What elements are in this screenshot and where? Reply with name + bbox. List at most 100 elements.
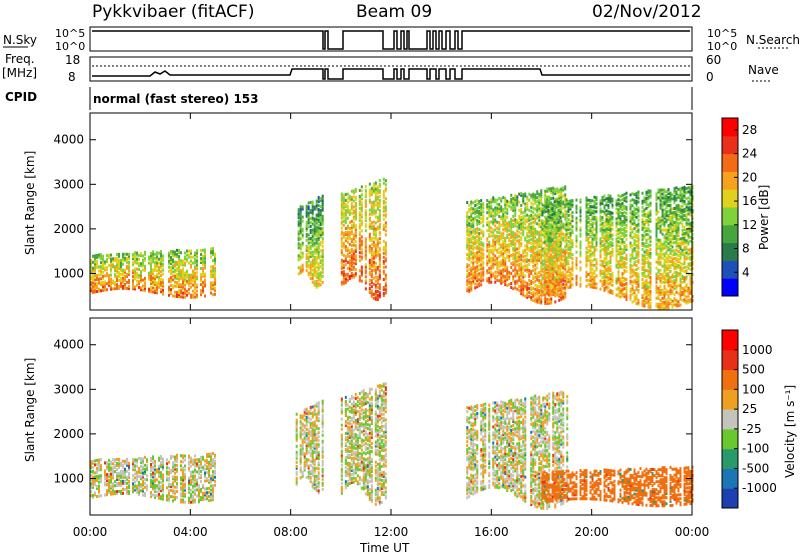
- heatmap-cell: [359, 195, 361, 198]
- heatmap-cell: [375, 187, 377, 190]
- heatmap-cell: [594, 222, 596, 225]
- heatmap-cell: [214, 287, 216, 290]
- heatmap-cell: [512, 197, 514, 200]
- heatmap-cell: [480, 263, 482, 266]
- heatmap-cell: [656, 261, 658, 264]
- heatmap-cell: [530, 194, 532, 197]
- heatmap-cell: [596, 274, 598, 277]
- heatmap-cell: [552, 255, 554, 258]
- heatmap-cell: [341, 259, 343, 262]
- heatmap-cell: [480, 283, 482, 286]
- heatmap-cell: [310, 209, 312, 212]
- heatmap-cell: [104, 266, 106, 269]
- heatmap-cell: [478, 254, 480, 257]
- heatmap-cell: [480, 241, 482, 244]
- heatmap-cell: [142, 258, 144, 261]
- heatmap-cell: [664, 208, 666, 211]
- heatmap-cell: [496, 231, 498, 234]
- heatmap-cell: [616, 288, 618, 291]
- heatmap-cell: [355, 254, 357, 257]
- heatmap-cell: [502, 240, 504, 243]
- heatmap-cell: [126, 253, 128, 256]
- heatmap-cell: [624, 215, 626, 218]
- heatmap-cell: [576, 235, 578, 238]
- heatmap-cell: [306, 221, 308, 224]
- heatmap-cell: [126, 273, 128, 276]
- heatmap-cell: [343, 264, 345, 267]
- heatmap-cell: [162, 269, 164, 272]
- heatmap-cell: [532, 211, 534, 214]
- heatmap-cell: [620, 203, 622, 206]
- heatmap-cell: [526, 218, 528, 221]
- heatmap-cell: [612, 198, 614, 201]
- heatmap-cell: [369, 233, 371, 236]
- heatmap-cell: [379, 241, 381, 244]
- heatmap-cell: [498, 247, 500, 250]
- heatmap-cell: [638, 251, 640, 254]
- heatmap-cell: [550, 248, 552, 251]
- heatmap-cell: [496, 235, 498, 238]
- heatmap-cell: [385, 201, 387, 204]
- heatmap-cell: [200, 289, 202, 292]
- heatmap-cell: [554, 218, 556, 221]
- heatmap-cell: [377, 226, 379, 229]
- heatmap-cell: [379, 247, 381, 250]
- heatmap-cell: [192, 290, 194, 293]
- heatmap-cell: [318, 272, 320, 275]
- heatmap-cell: [624, 283, 626, 286]
- heatmap-cell: [490, 265, 492, 268]
- heatmap-cell: [472, 207, 474, 210]
- heatmap-cell: [516, 252, 518, 255]
- heatmap-cell: [616, 211, 618, 214]
- heatmap-cell: [122, 277, 124, 280]
- heatmap-cell: [314, 218, 316, 221]
- heatmap-cell: [632, 274, 634, 277]
- heatmap-cell: [668, 204, 670, 207]
- heatmap-cell: [532, 265, 534, 268]
- heatmap-cell: [594, 276, 596, 279]
- heatmap-cell: [385, 213, 387, 216]
- heatmap-cell: [634, 289, 636, 292]
- heatmap-cell: [314, 238, 316, 241]
- heatmap-cell: [556, 256, 558, 259]
- heatmap-cell: [650, 276, 652, 279]
- heatmap-cell: [554, 234, 556, 237]
- heatmap-cell: [548, 259, 550, 262]
- heatmap-cell: [630, 280, 632, 283]
- heatmap-cell: [546, 280, 548, 283]
- heatmap-cell: [552, 203, 554, 206]
- heatmap-cell: [546, 298, 548, 301]
- heatmap-cell: [470, 200, 472, 203]
- heatmap-cell: [534, 246, 536, 249]
- heatmap-cell: [306, 205, 308, 208]
- heatmap-cell: [343, 212, 345, 215]
- heatmap-cell: [632, 236, 634, 239]
- heatmap-cell: [316, 238, 318, 241]
- heatmap-cell: [379, 179, 381, 182]
- heatmap-cell: [502, 228, 504, 231]
- heatmap-cell: [347, 261, 349, 264]
- heatmap-cell: [102, 281, 104, 284]
- heatmap-cell: [186, 258, 188, 261]
- heatmap-cell: [375, 216, 377, 219]
- heatmap-cell: [586, 279, 588, 282]
- heatmap-cell: [536, 250, 538, 253]
- heatmap-cell: [347, 201, 349, 204]
- heatmap-cell: [478, 264, 480, 267]
- heatmap-cell: [500, 270, 502, 273]
- heatmap-cell: [644, 242, 646, 245]
- heatmap-cell: [522, 215, 524, 218]
- heatmap-cell: [174, 291, 176, 294]
- heatmap-cell: [500, 197, 502, 200]
- heatmap-cell: [300, 251, 302, 254]
- heatmap-cell: [616, 278, 618, 281]
- heatmap-cell: [542, 207, 544, 210]
- heatmap-cell: [618, 202, 620, 205]
- heatmap-cell: [365, 275, 367, 278]
- heatmap-cell: [385, 265, 387, 268]
- heatmap-cell: [648, 298, 650, 301]
- heatmap-cell: [650, 248, 652, 251]
- heatmap-cell: [186, 280, 188, 283]
- heatmap-cell: [618, 220, 620, 223]
- heatmap-cell: [486, 269, 488, 272]
